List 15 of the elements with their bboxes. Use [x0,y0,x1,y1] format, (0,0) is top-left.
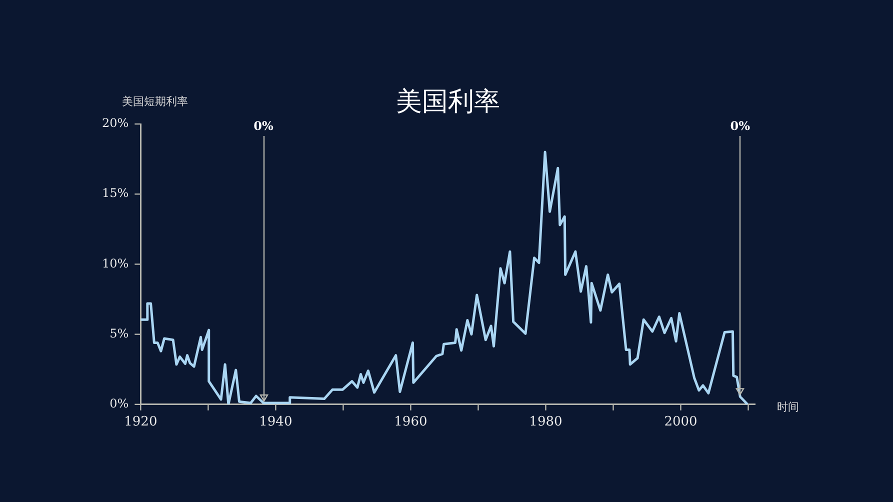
y-tick-label: 0% [110,396,129,411]
y-tick-label: 5% [110,326,129,340]
x-tick-label: 2000 [664,414,698,430]
annotation: 0% [730,119,751,133]
chart-title: 美国利率 [396,87,500,117]
x-axis-title: 时间 [777,400,799,414]
y-tick-label: 10% [102,256,129,270]
x-tick-label: 1920 [124,414,158,430]
annotation: 0% [254,119,274,133]
x-tick-label: 1980 [529,414,562,430]
y-axis-title: 美国短期利率 [122,95,188,108]
x-tick-label: 1940 [259,414,292,430]
y-tick-label: 15% [102,186,129,200]
x-tick-label: 1960 [394,414,428,430]
y-tick-label: 20% [102,116,129,130]
